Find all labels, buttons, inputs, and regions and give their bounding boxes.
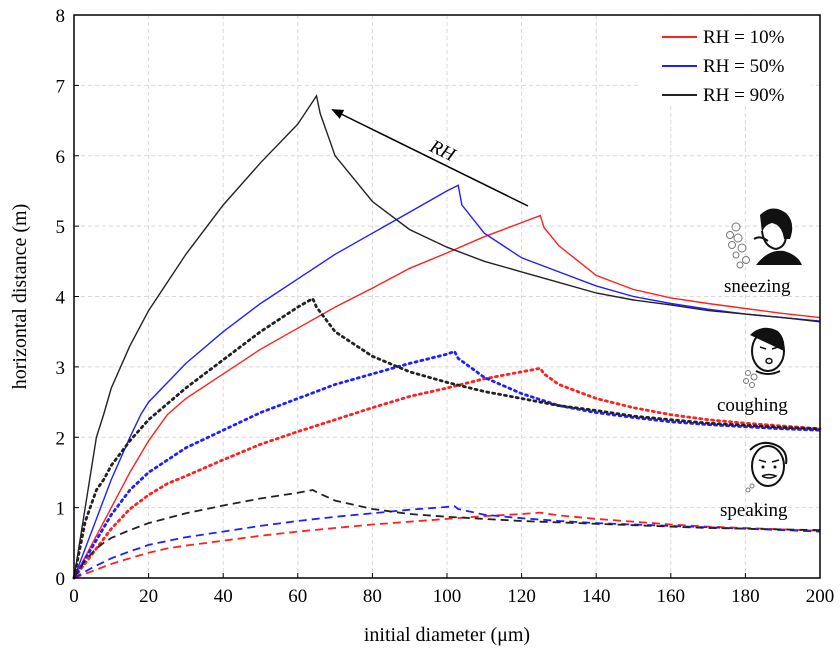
series-coughing-rh10	[72, 366, 822, 580]
y-tick-label: 4	[56, 288, 66, 309]
y-axis-label: horizontal distance (m)	[9, 204, 31, 390]
y-tick-label: 3	[56, 358, 66, 379]
legend-label-rh10: RH = 10%	[703, 27, 785, 48]
x-tick-label: 160	[657, 586, 686, 607]
sneezing-person-icon	[726, 208, 802, 269]
category-label-coughing: coughing	[717, 395, 788, 416]
legend: RH = 10% RH = 50% RH = 90%	[640, 16, 812, 106]
category-label-sneezing: sneezing	[724, 276, 791, 297]
y-tick-label: 7	[56, 76, 66, 97]
rh-arrow-label: RH	[426, 136, 460, 167]
y-tick-label: 5	[56, 217, 66, 238]
series-coughing-rh50	[72, 349, 822, 580]
x-tick-label: 0	[69, 586, 79, 607]
speaking-person-icon	[745, 441, 788, 493]
series-speaking-rh90	[73, 489, 821, 579]
x-tick-label: 100	[433, 586, 462, 607]
category-label-speaking: speaking	[720, 500, 788, 521]
coughing-person-icon	[743, 327, 785, 388]
series-sneezing-rh10	[73, 214, 821, 579]
x-tick-label: 140	[582, 586, 611, 607]
x-tick-label: 20	[139, 586, 158, 607]
x-tick-label: 60	[288, 586, 307, 607]
series-speaking-rh10	[73, 511, 821, 579]
y-tick-label: 6	[56, 147, 66, 168]
x-tick-label: 80	[363, 586, 382, 607]
rh-arrow	[331, 109, 529, 207]
series-speaking-rh50	[73, 505, 821, 579]
series-sneezing-rh90	[73, 94, 821, 579]
x-tick-label: 180	[731, 586, 760, 607]
series-coughing-rh90	[72, 296, 822, 580]
legend-background	[640, 16, 812, 104]
x-tick-label: 120	[507, 586, 536, 607]
legend-label-rh50: RH = 50%	[703, 56, 785, 77]
y-tick-label: 0	[56, 569, 66, 590]
y-tick-label: 2	[56, 428, 66, 449]
axis-ticks: 0 20 40 60 80 100 120 140 160 180 200 0 1 2 3 4 5 6 7 8	[56, 6, 835, 607]
x-tick-label: 200	[806, 586, 835, 607]
series-layer	[72, 94, 822, 580]
x-tick-label: 40	[214, 586, 233, 607]
y-tick-label: 8	[56, 6, 66, 27]
y-tick-label: 1	[56, 499, 66, 520]
x-axis-label: initial diameter (μm)	[364, 624, 530, 646]
series-sneezing-rh50	[73, 184, 821, 579]
legend-label-rh90: RH = 90%	[703, 85, 785, 106]
